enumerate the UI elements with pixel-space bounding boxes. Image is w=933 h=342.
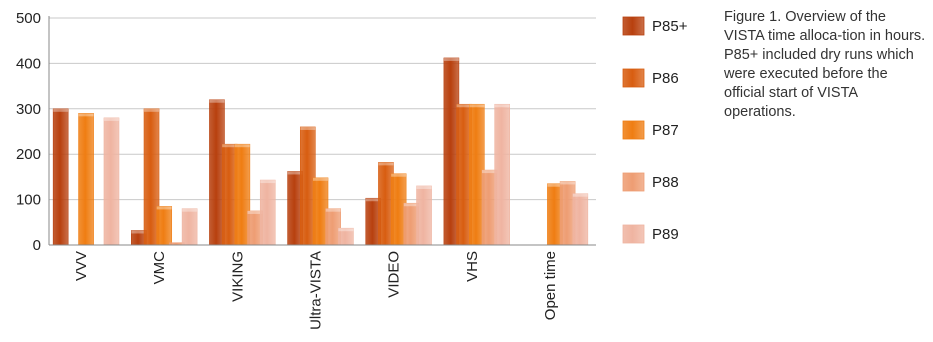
bar-highlight xyxy=(156,206,172,210)
bar xyxy=(181,208,198,246)
legend-swatch xyxy=(622,172,645,192)
bar-highlight xyxy=(456,104,472,108)
bar-highlight xyxy=(378,162,394,166)
category-label: Ultra-VISTA xyxy=(308,251,325,330)
bar xyxy=(52,108,69,246)
legend-swatch xyxy=(622,224,645,244)
bar-highlight xyxy=(247,210,263,214)
bar-highlight xyxy=(209,99,225,103)
category-label: VIDEO xyxy=(386,251,403,298)
y-tick-label: 0 xyxy=(33,237,41,254)
legend: P85+ P86 P87 P88 P89 xyxy=(622,16,688,244)
legend-label: P86 xyxy=(652,70,679,87)
bar-highlight xyxy=(78,113,94,117)
bar-highlight xyxy=(234,144,250,148)
bar-highlight xyxy=(338,228,354,232)
bars xyxy=(52,57,589,246)
category-label: VMC xyxy=(151,251,168,285)
bar-highlight xyxy=(103,117,119,121)
bar-highlight xyxy=(53,108,69,112)
bar-highlight xyxy=(560,181,576,185)
bar-highlight xyxy=(222,144,238,148)
bar xyxy=(78,113,94,246)
category-label: VVV xyxy=(73,251,90,281)
legend-label: P88 xyxy=(652,174,679,191)
legend-swatch xyxy=(622,120,645,140)
bar-highlight xyxy=(443,57,459,61)
bar-highlight xyxy=(325,208,341,212)
y-tick-label: 300 xyxy=(16,101,41,118)
legend-swatch xyxy=(622,16,645,36)
legend-label: P85+ xyxy=(652,18,688,35)
bar-highlight xyxy=(469,104,485,108)
y-tick-label: 400 xyxy=(16,55,41,72)
bar xyxy=(259,179,276,246)
bar xyxy=(156,206,173,246)
bar-highlight xyxy=(131,230,147,234)
category-label: VHS xyxy=(464,251,481,282)
bar-highlight xyxy=(300,126,316,130)
legend-label: P89 xyxy=(652,226,679,243)
bar-highlight xyxy=(416,185,432,189)
bar-highlight xyxy=(287,171,303,175)
y-tick-label: 200 xyxy=(16,146,41,163)
bar-highlight xyxy=(144,108,160,112)
axes xyxy=(48,16,596,246)
category-labels: VVV VMC VIKING Ultra-VISTA VIDEO VHS Open time xyxy=(73,251,559,330)
bar xyxy=(572,193,589,246)
bar-highlight xyxy=(182,208,198,212)
figure-caption: Figure 1. Overview of the VISTA time all… xyxy=(724,8,929,122)
bar-highlight xyxy=(365,198,381,202)
caption-text: Overview of the VISTA time alloca-tion i… xyxy=(724,9,926,120)
category-label: VIKING xyxy=(229,251,246,302)
bar-highlight xyxy=(260,180,276,184)
y-tick-label: 500 xyxy=(16,10,41,27)
bar-highlight xyxy=(391,173,407,177)
legend-label: P87 xyxy=(652,122,679,139)
bar-highlight xyxy=(572,193,588,197)
category-label: Open time xyxy=(542,251,559,320)
bar-highlight xyxy=(313,177,328,181)
y-axis-tick-labels: 0 100 200 300 400 500 xyxy=(16,10,41,254)
bar-highlight xyxy=(494,104,510,108)
bar-highlight xyxy=(403,203,419,207)
y-tick-label: 100 xyxy=(16,192,41,209)
bar xyxy=(494,103,510,246)
bar-highlight xyxy=(481,170,497,174)
bar-highlight xyxy=(547,183,563,187)
bar-chart: 0 100 200 300 400 500 VVV VMC VIKING Ultra-VISTA… xyxy=(16,10,688,330)
bar xyxy=(103,117,120,246)
caption-lead: Figure 1. xyxy=(724,9,782,25)
bar xyxy=(416,185,432,246)
legend-swatch xyxy=(622,68,645,88)
